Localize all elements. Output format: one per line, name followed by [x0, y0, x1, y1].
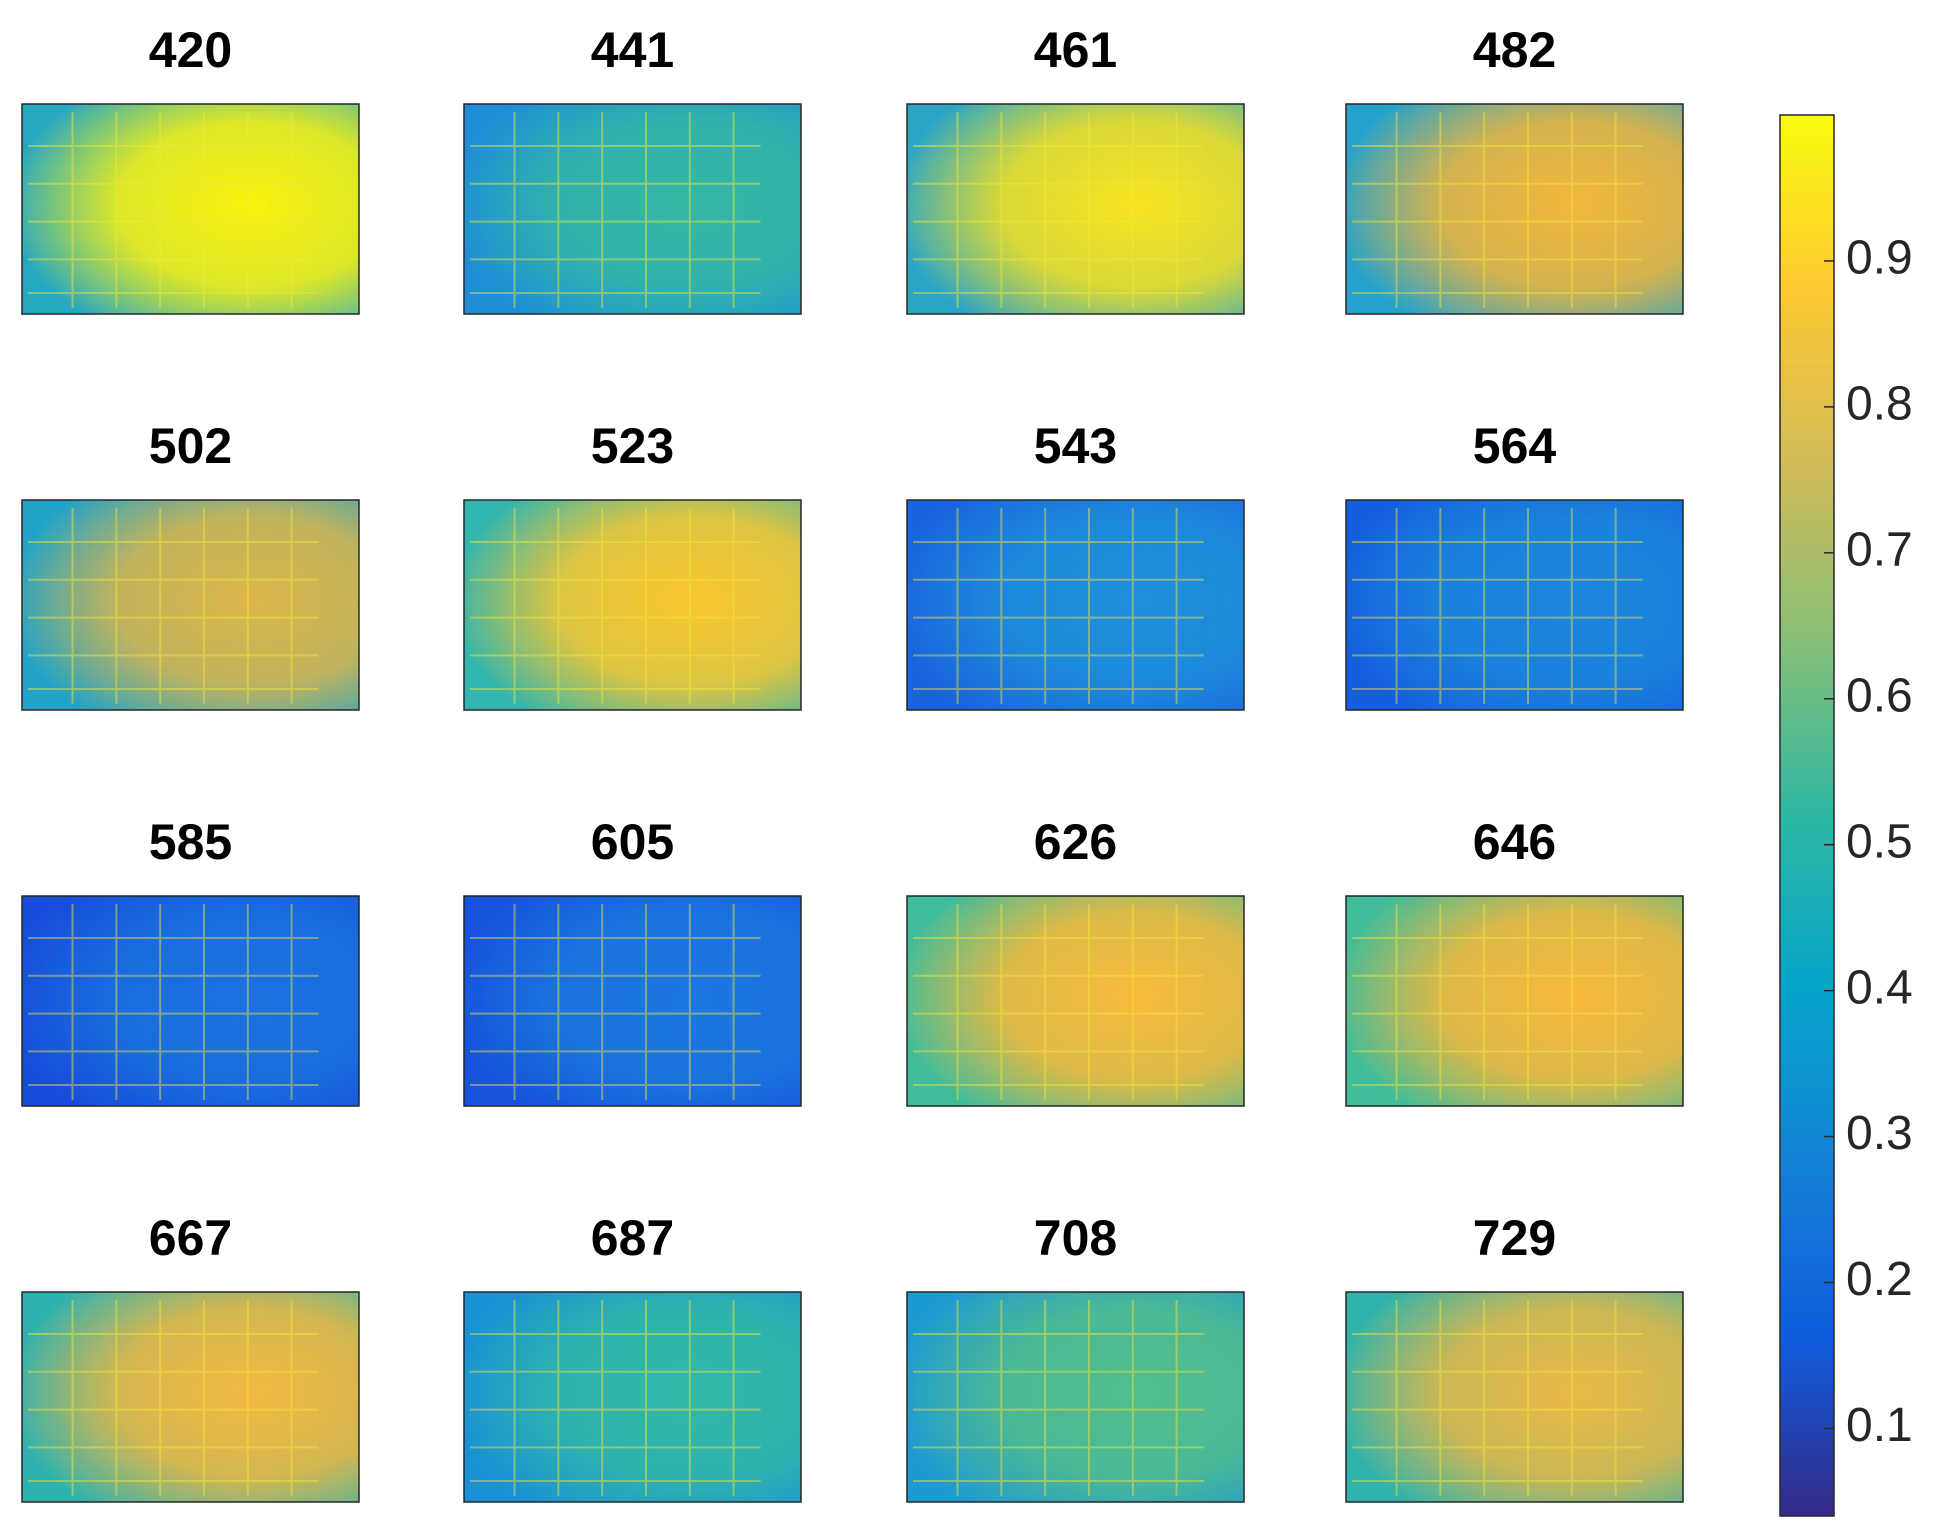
panel-title: 564: [1473, 418, 1557, 474]
panel-frame: [463, 1291, 802, 1503]
panel-title: 523: [591, 418, 674, 474]
panel-title: 502: [149, 418, 232, 474]
panel-grid: [28, 508, 319, 704]
panel-grid: [913, 508, 1204, 704]
heatmap-panel: [907, 896, 1244, 1106]
heatmap-panel: [464, 896, 801, 1106]
colorbar-tick-label: 0.3: [1846, 1107, 1913, 1160]
heatmap-panel: [464, 1292, 801, 1502]
panel-frame: [906, 103, 1245, 315]
panel-frame: [1345, 103, 1684, 315]
colorbar-tick-label: 0.4: [1846, 961, 1913, 1014]
colorbar-tick-label: 0.5: [1846, 815, 1913, 868]
panel-frame: [463, 895, 802, 1107]
panel-grid: [913, 904, 1204, 1100]
colorbar-tick-label: 0.7: [1846, 523, 1913, 576]
panel-grid: [1352, 508, 1643, 704]
panel-frame: [21, 499, 360, 711]
panel-title: 605: [591, 814, 674, 870]
panel-grid: [913, 112, 1204, 308]
panel-title: 626: [1034, 814, 1117, 870]
panel-frame: [906, 499, 1245, 711]
heatmap-panel: [907, 500, 1244, 710]
heatmap-panel: [1346, 104, 1683, 314]
heatmap-panel: [907, 1292, 1244, 1502]
colorbar-tick-label: 0.8: [1846, 378, 1913, 431]
heatmap-panel: [464, 500, 801, 710]
heatmap-panel: [22, 1292, 359, 1502]
panel-title: 482: [1473, 22, 1556, 78]
panel-frame: [906, 1291, 1245, 1503]
colorbar-tick-label: 0.9: [1846, 232, 1913, 285]
panel-frame: [1345, 895, 1684, 1107]
heatmap-panel: [22, 896, 359, 1106]
panel-title: 543: [1034, 418, 1117, 474]
panel-grid: [28, 112, 319, 308]
heatmap-panel: [1346, 896, 1683, 1106]
panel-title: 687: [591, 1210, 674, 1266]
panel-title: 461: [1034, 22, 1117, 78]
panel-title: 646: [1473, 814, 1556, 870]
panel-grid: [470, 112, 761, 308]
panel-title: 667: [149, 1210, 232, 1266]
panel-grid: [1352, 904, 1643, 1100]
colorbar-tick-label: 0.6: [1846, 669, 1913, 722]
colorbar: [1779, 114, 1835, 1517]
heatmap-panel: [464, 104, 801, 314]
colorbar-tick-label: 0.2: [1846, 1253, 1913, 1306]
panel-frame: [1345, 499, 1684, 711]
heatmap-panel: [1346, 500, 1683, 710]
panel-grid: [470, 904, 761, 1100]
panel-frame: [21, 1291, 360, 1503]
panel-grid: [470, 1300, 761, 1496]
panel-grid: [1352, 1300, 1643, 1496]
panel-frame: [21, 103, 360, 315]
panel-frame: [21, 895, 360, 1107]
panel-grid: [28, 904, 319, 1100]
panel-title: 420: [149, 22, 232, 78]
panel-frame: [1345, 1291, 1684, 1503]
panel-title: 441: [591, 22, 674, 78]
panel-grid: [470, 508, 761, 704]
panel-frame: [906, 895, 1245, 1107]
panel-grid: [913, 1300, 1204, 1496]
heatmap-panel: [907, 104, 1244, 314]
heatmap-panel: [1346, 1292, 1683, 1502]
heatmap-panel: [22, 104, 359, 314]
heatmap-panel: [22, 500, 359, 710]
panel-title: 585: [149, 814, 232, 870]
panel-frame: [463, 499, 802, 711]
colorbar-tick-label: 0.1: [1846, 1399, 1913, 1452]
panel-title: 729: [1473, 1210, 1556, 1266]
panel-frame: [463, 103, 802, 315]
panel-grid: [1352, 112, 1643, 308]
panel-title: 708: [1034, 1210, 1117, 1266]
panel-grid: [28, 1300, 319, 1496]
